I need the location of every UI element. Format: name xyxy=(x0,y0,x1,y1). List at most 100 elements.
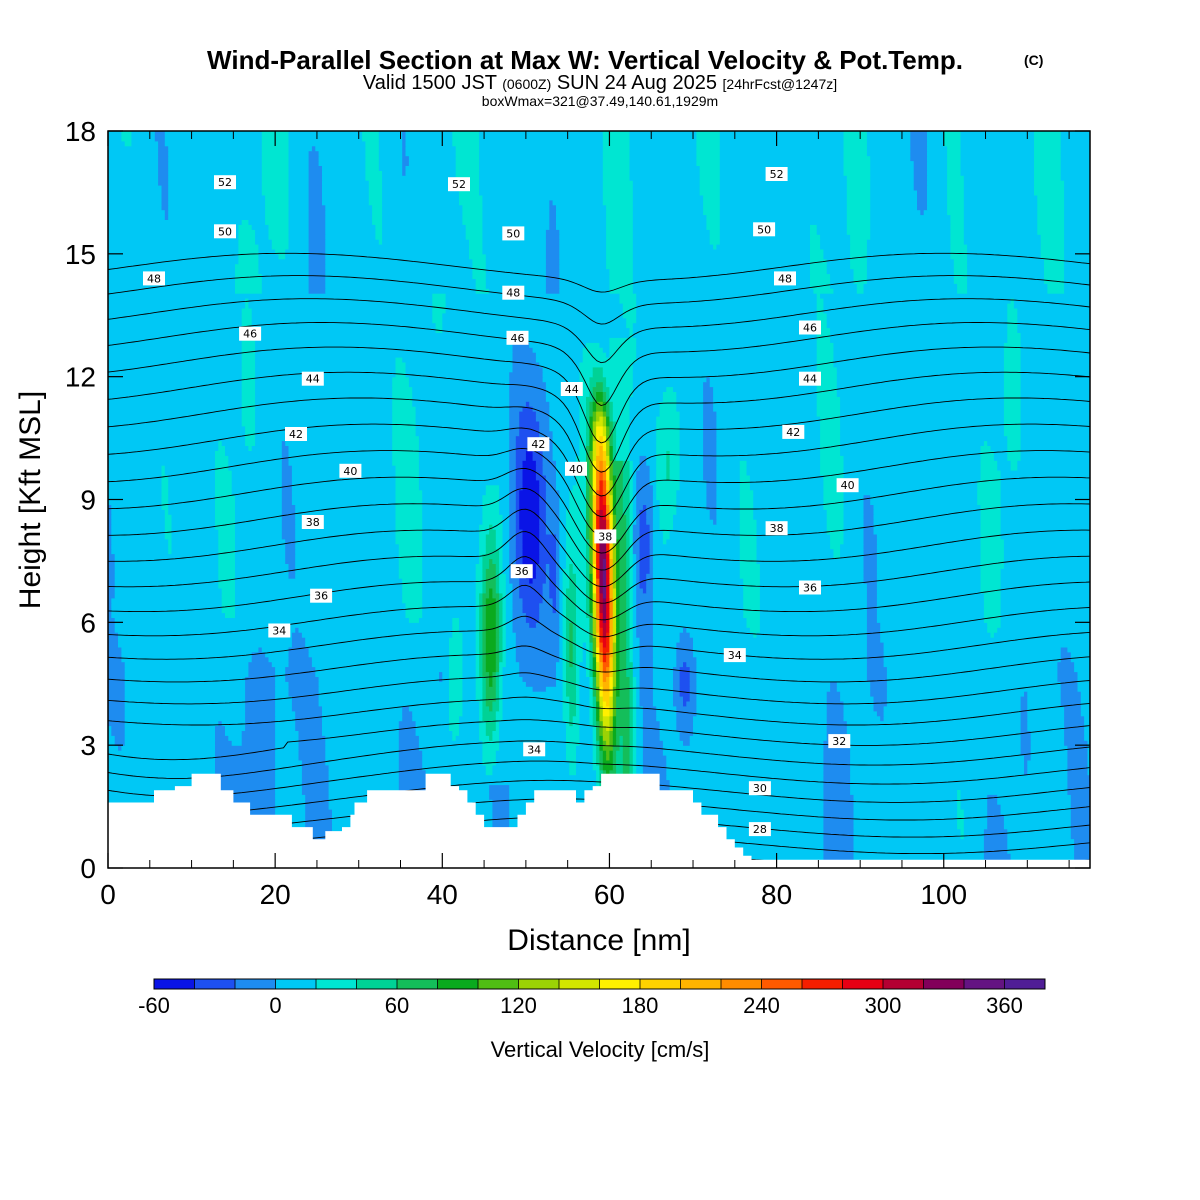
velocity-cell xyxy=(649,543,654,550)
velocity-cell xyxy=(609,283,634,289)
velocity-cell xyxy=(235,578,403,584)
velocity-cell xyxy=(636,317,818,324)
contour-label: 36 xyxy=(510,564,533,579)
velocity-cell xyxy=(846,214,871,220)
velocity-cell xyxy=(679,435,704,442)
velocity-cell xyxy=(639,646,654,653)
velocity-cell xyxy=(756,538,831,545)
velocity-cell xyxy=(866,253,952,260)
velocity-cell xyxy=(108,450,216,456)
velocity-cell xyxy=(589,632,594,638)
velocity-cell xyxy=(499,661,507,668)
velocity-cell xyxy=(836,366,1005,373)
velocity-cell xyxy=(609,710,614,717)
velocity-cell xyxy=(967,283,1048,289)
velocity-cell xyxy=(636,764,644,771)
velocity-cell xyxy=(288,234,310,240)
velocity-cell xyxy=(652,578,744,584)
velocity-cell xyxy=(589,622,594,628)
velocity-cell xyxy=(1007,833,1072,840)
velocity-cell xyxy=(281,509,296,515)
velocity-cell xyxy=(616,474,624,481)
velocity-cell xyxy=(632,632,637,638)
velocity-cell xyxy=(1067,764,1089,771)
velocity-cell xyxy=(947,170,962,176)
velocity-cell xyxy=(629,696,634,702)
velocity-cell xyxy=(820,445,841,451)
velocity-cell xyxy=(759,607,868,614)
velocity-cell xyxy=(559,514,567,520)
velocity-cell xyxy=(405,366,514,373)
velocity-cell xyxy=(154,135,166,142)
velocity-cell xyxy=(422,489,487,496)
velocity-cell xyxy=(231,479,283,486)
velocity-cell xyxy=(579,401,587,407)
velocity-cell xyxy=(288,681,320,687)
velocity-cell xyxy=(863,283,958,289)
velocity-cell xyxy=(696,686,831,692)
velocity-cell xyxy=(265,199,290,206)
velocity-cell xyxy=(636,769,644,776)
velocity-cell xyxy=(983,612,1002,618)
velocity-cell xyxy=(121,745,216,751)
velocity-cell xyxy=(1040,248,1065,255)
theta-contour-line xyxy=(108,252,1090,293)
velocity-cell xyxy=(108,499,163,505)
velocity-cell xyxy=(810,268,828,275)
velocity-cell xyxy=(612,691,617,697)
velocity-cell xyxy=(699,165,721,171)
velocity-cell xyxy=(616,543,620,550)
velocity-cell xyxy=(696,145,721,152)
velocity-cell xyxy=(606,479,610,486)
velocity-cell xyxy=(739,573,761,579)
velocity-cell xyxy=(495,587,500,594)
velocity-cell xyxy=(255,381,393,388)
velocity-cell xyxy=(579,430,587,437)
velocity-cell xyxy=(108,361,243,368)
velocity-cell xyxy=(626,671,634,677)
velocity-cell xyxy=(1003,386,1022,392)
velocity-cell xyxy=(703,396,714,402)
velocity-cell xyxy=(816,332,831,338)
velocity-cell xyxy=(689,666,697,673)
velocity-cell xyxy=(606,248,634,255)
velocity-cell xyxy=(619,573,627,579)
velocity-cell xyxy=(1044,268,1065,275)
velocity-cell xyxy=(616,440,631,446)
velocity-cell xyxy=(589,592,594,599)
velocity-cell xyxy=(629,401,661,407)
velocity-cell xyxy=(108,140,126,147)
velocity-cell xyxy=(870,499,978,505)
velocity-cell xyxy=(609,450,614,456)
velocity-cell xyxy=(606,396,610,402)
velocity-cell xyxy=(586,425,590,432)
velocity-cell xyxy=(576,578,587,584)
velocity-cell xyxy=(816,293,821,299)
velocity-cell xyxy=(1060,686,1078,692)
velocity-cell xyxy=(826,715,844,722)
velocity-cell xyxy=(295,514,397,520)
velocity-cell xyxy=(703,455,718,461)
velocity-cell xyxy=(1080,696,1090,702)
velocity-cell xyxy=(886,666,1058,673)
velocity-cell xyxy=(238,244,260,250)
velocity-cell xyxy=(632,214,707,220)
velocity-cell xyxy=(703,465,718,471)
velocity-cell xyxy=(1034,131,1062,137)
velocity-cell xyxy=(281,479,293,486)
velocity-cell xyxy=(636,715,644,722)
velocity-cell xyxy=(609,602,614,609)
velocity-cell xyxy=(509,381,547,388)
velocity-cell xyxy=(479,661,483,668)
velocity-cell xyxy=(693,642,868,648)
velocity-cell xyxy=(556,474,577,481)
velocity-cell xyxy=(853,823,958,830)
velocity-cell xyxy=(462,219,484,225)
velocity-cell xyxy=(679,440,704,446)
velocity-cell xyxy=(576,573,587,579)
velocity-cell xyxy=(238,234,256,240)
velocity-cell xyxy=(589,720,594,727)
velocity-cell xyxy=(479,700,483,707)
velocity-cell xyxy=(168,155,263,162)
velocity-cell xyxy=(509,509,517,515)
